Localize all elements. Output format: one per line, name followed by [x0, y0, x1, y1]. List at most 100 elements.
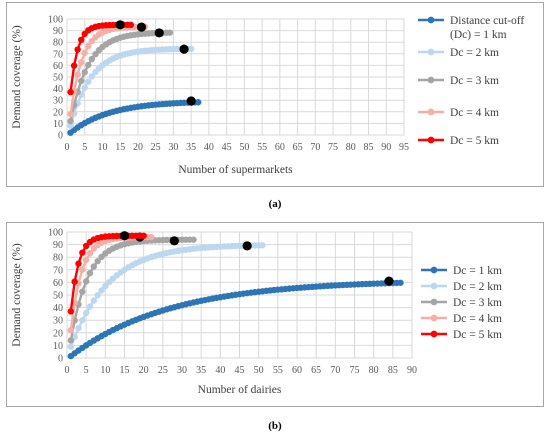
x-tick-label: 65 [293, 142, 303, 153]
optimal-point-marker [186, 96, 196, 106]
data-point [86, 303, 94, 310]
legend-label: Dc = 4 km [453, 313, 502, 325]
y-tick-label: 100 [48, 228, 63, 239]
optimal-point-marker [384, 276, 394, 286]
chart-b-frame [6, 222, 544, 407]
legend-label: Dc = 4 km [450, 107, 499, 119]
optimal-point-marker [242, 241, 252, 251]
data-point [187, 45, 195, 53]
legend-marker [427, 108, 435, 116]
legend-label: Dc = 2 km [450, 47, 499, 59]
legend-label: Dc = 5 km [453, 329, 502, 341]
data-point [86, 269, 94, 277]
data-point [102, 282, 109, 290]
y-tick-label: 60 [53, 61, 63, 72]
data-point [79, 266, 86, 273]
data-point [397, 279, 404, 286]
data-point [88, 73, 96, 80]
data-point [79, 288, 86, 295]
data-point [82, 309, 90, 317]
x-tick-label: 30 [177, 365, 187, 376]
data-point [90, 297, 98, 304]
x-tick-label: 75 [328, 142, 338, 153]
x-tick-label: 90 [407, 365, 417, 376]
legend-marker [430, 314, 438, 322]
data-point [94, 257, 101, 265]
data-point [259, 242, 266, 249]
x-tick-label: 15 [120, 365, 130, 376]
optimal-point-marker [136, 22, 147, 32]
y-tick-label: 100 [48, 15, 63, 26]
data-point [67, 117, 74, 125]
y-tick-label: 0 [58, 354, 63, 365]
y-axis-title: Demand coverage (%) [11, 25, 23, 129]
x-tick-label: 95 [399, 142, 409, 153]
panel-label-b: (b) [268, 420, 282, 432]
x-tick-label: 5 [84, 365, 89, 376]
y-tick-label: 0 [58, 131, 63, 142]
x-tick-label: 0 [65, 365, 70, 376]
data-point [67, 343, 75, 350]
legend-marker [430, 266, 438, 274]
y-tick-label: 90 [53, 240, 63, 251]
y-tick-label: 20 [53, 107, 63, 118]
legend-marker [427, 48, 435, 56]
x-tick-label: 45 [235, 365, 245, 376]
data-point [81, 49, 88, 57]
x-tick-label: 55 [273, 365, 283, 376]
x-axis-title: Number of dairies [198, 384, 282, 396]
x-tick-label: 60 [292, 365, 302, 376]
data-point [75, 324, 82, 332]
x-tick-label: 10 [97, 142, 107, 153]
data-point [81, 69, 88, 76]
x-tick-label: 10 [100, 365, 110, 376]
y-tick-label: 10 [53, 341, 63, 352]
data-point [127, 21, 135, 29]
legend-label: Dc = 1 km [453, 265, 502, 277]
legend-marker [430, 282, 438, 290]
data-point [67, 88, 74, 96]
data-point [71, 278, 78, 285]
data-point [86, 250, 94, 257]
x-axis-title: Number of supermarkets [178, 164, 293, 176]
x-tick-label: 45 [222, 142, 232, 153]
data-point [67, 308, 75, 315]
data-point [166, 29, 174, 36]
y-tick-label: 70 [53, 265, 63, 276]
data-point [79, 249, 86, 256]
legend-label: Distance cut-off [450, 15, 524, 27]
data-point [82, 278, 90, 285]
x-tick-label: 25 [151, 142, 161, 153]
x-tick-label: 80 [346, 142, 356, 153]
x-tick-label: 75 [350, 365, 360, 376]
data-point [75, 260, 82, 267]
x-tick-label: 70 [310, 142, 320, 153]
y-tick-label: 60 [53, 278, 63, 289]
data-point [98, 287, 105, 294]
y-tick-label: 30 [53, 96, 63, 107]
data-point [140, 232, 147, 239]
data-point [88, 55, 96, 63]
x-tick-label: 30 [168, 142, 178, 153]
x-tick-label: 35 [196, 365, 206, 376]
data-point [77, 58, 85, 66]
panel-label-a: (a) [268, 198, 282, 210]
x-tick-label: 20 [139, 365, 149, 376]
y-tick-label: 90 [53, 26, 63, 37]
data-point [67, 110, 74, 118]
x-tick-label: 25 [158, 365, 168, 376]
x-tick-label: 85 [364, 142, 374, 153]
data-point [94, 292, 101, 299]
x-tick-label: 85 [388, 365, 398, 376]
x-tick-label: 65 [311, 365, 321, 376]
data-point [67, 122, 74, 129]
data-point [74, 46, 81, 53]
y-tick-label: 80 [53, 253, 63, 264]
legend-marker [430, 330, 438, 338]
data-point [85, 78, 92, 85]
y-tick-label: 40 [53, 303, 63, 314]
x-tick-label: 70 [330, 365, 340, 376]
legend-marker [427, 16, 435, 24]
data-point [90, 263, 98, 270]
